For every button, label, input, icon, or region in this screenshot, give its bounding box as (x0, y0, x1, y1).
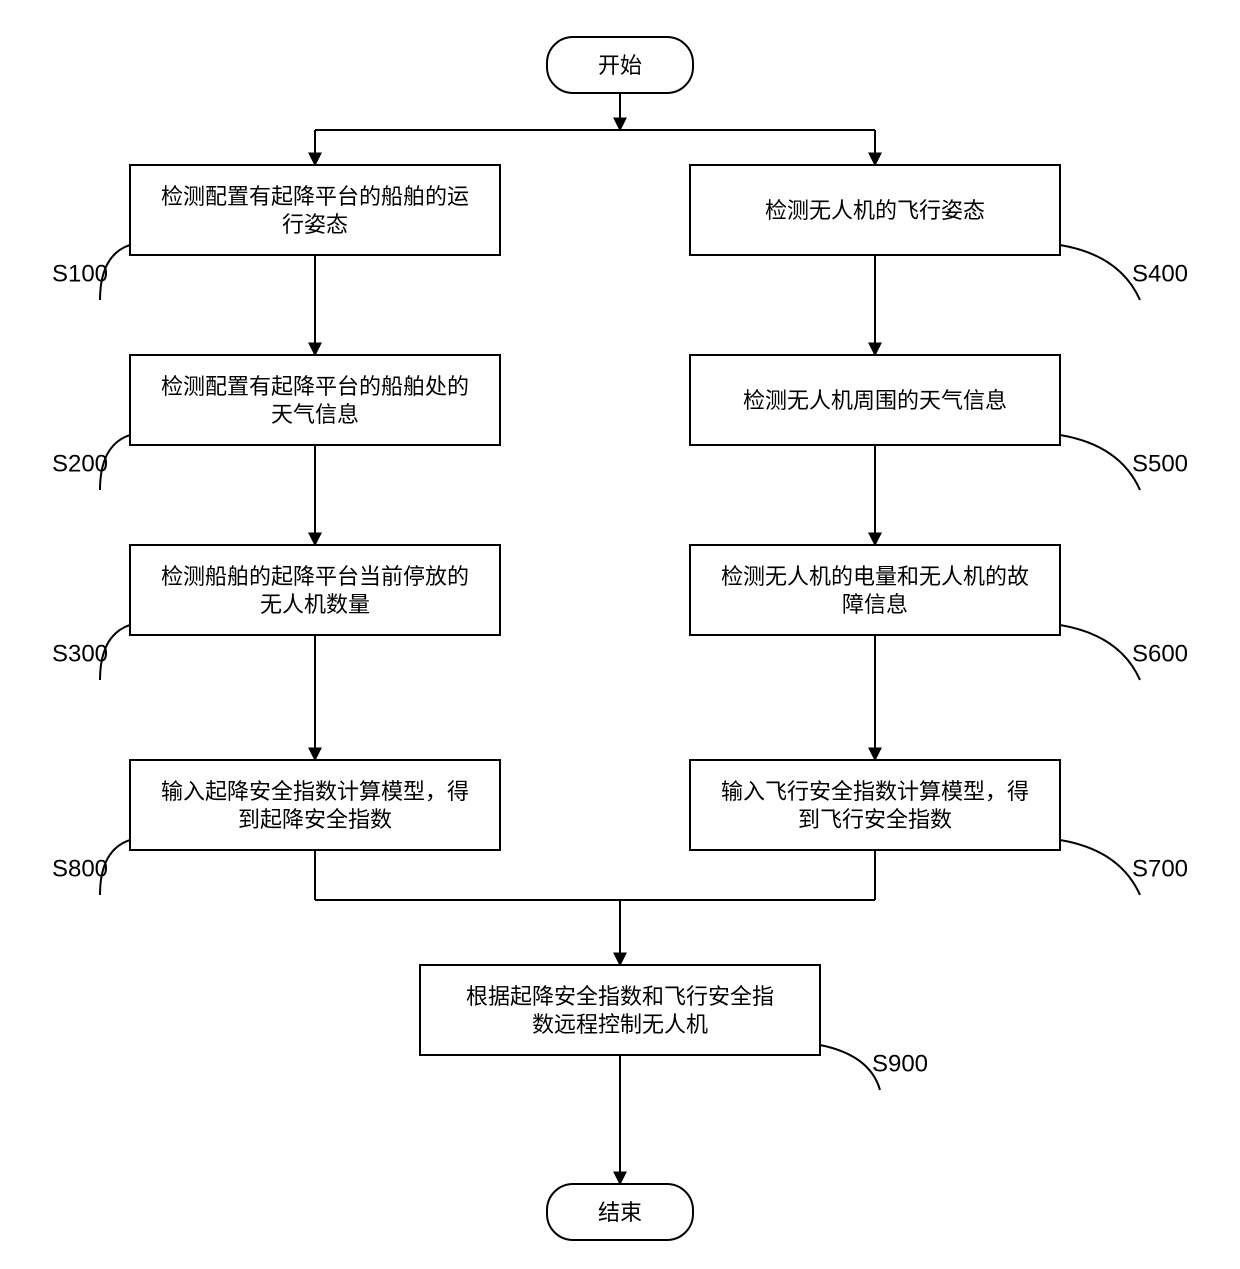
process-s700-text-line-1: 到飞行安全指数 (798, 807, 952, 832)
process-s800 (130, 760, 500, 850)
process-s200-text-line-1: 天气信息 (271, 402, 359, 427)
process-s900-text-line-0: 根据起降安全指数和飞行安全指 (466, 984, 774, 1009)
step-label-s600: S600 (1132, 640, 1188, 667)
process-s300-text-line-0: 检测船舶的起降平台当前停放的 (161, 564, 469, 589)
step-label-s500: S500 (1132, 450, 1188, 477)
step-label-s900: S900 (872, 1050, 928, 1077)
process-s800-text-line-1: 到起降安全指数 (238, 807, 392, 832)
callout-curve (1060, 840, 1140, 895)
process-s700-text-line-0: 输入飞行安全指数计算模型，得 (721, 779, 1029, 804)
process-s300 (130, 545, 500, 635)
terminal-end-label: 结束 (598, 1200, 642, 1225)
process-s900-text-line-1: 数远程控制无人机 (532, 1012, 708, 1037)
process-s900 (420, 965, 820, 1055)
step-label-s300: S300 (52, 640, 108, 667)
process-s100-text-line-0: 检测配置有起降平台的船舶的运 (161, 184, 469, 209)
terminal-start-label: 开始 (598, 53, 642, 78)
step-label-s700: S700 (1132, 855, 1188, 882)
step-label-s100: S100 (52, 260, 108, 287)
process-s100 (130, 165, 500, 255)
callout-curve (1060, 625, 1140, 680)
step-label-s400: S400 (1132, 260, 1188, 287)
callout-curve (1060, 435, 1140, 490)
process-s200 (130, 355, 500, 445)
step-label-s200: S200 (52, 450, 108, 477)
process-s500-text-line-0: 检测无人机周围的天气信息 (743, 388, 1007, 413)
process-s800-text-line-0: 输入起降安全指数计算模型，得 (161, 779, 469, 804)
callout-curve (1060, 245, 1140, 300)
process-s700 (690, 760, 1060, 850)
flowchart-canvas: 开始结束检测配置有起降平台的船舶的运行姿态检测配置有起降平台的船舶处的天气信息检… (0, 0, 1240, 1269)
process-s600-text-line-1: 障信息 (842, 592, 908, 617)
process-s200-text-line-0: 检测配置有起降平台的船舶处的 (161, 374, 469, 399)
process-s400-text-line-0: 检测无人机的飞行姿态 (765, 198, 985, 223)
process-s300-text-line-1: 无人机数量 (260, 592, 370, 617)
process-s600-text-line-0: 检测无人机的电量和无人机的故 (721, 564, 1029, 589)
step-label-s800: S800 (52, 855, 108, 882)
process-s600 (690, 545, 1060, 635)
process-s100-text-line-1: 行姿态 (282, 212, 348, 237)
